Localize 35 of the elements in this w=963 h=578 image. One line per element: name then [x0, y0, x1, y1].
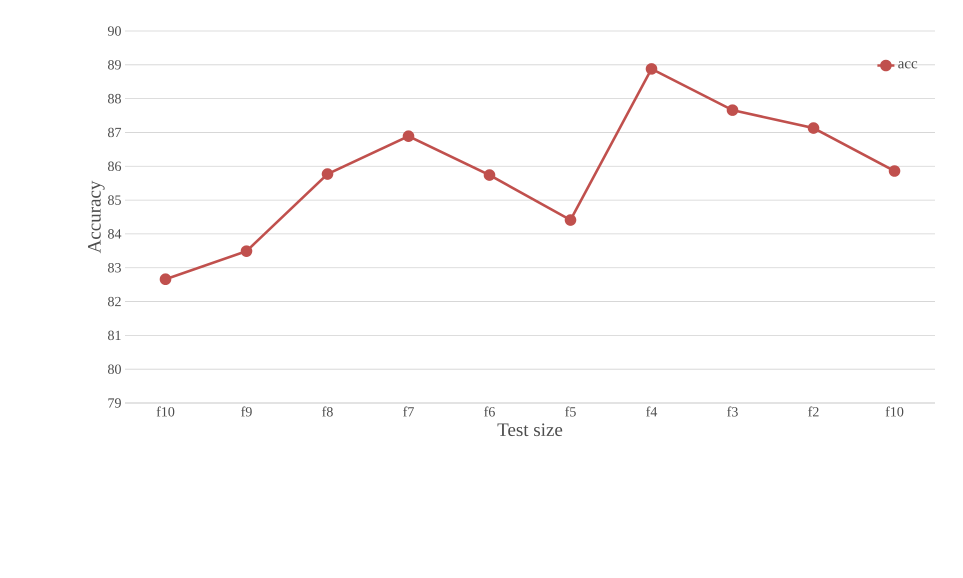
x-tick-label: f7 — [403, 406, 414, 416]
y-tick-label: 81 — [108, 330, 121, 340]
x-tick-label: f6 — [484, 406, 495, 417]
x-tick-label: f2 — [808, 406, 819, 416]
x-tick-label: f5 — [565, 406, 576, 417]
point — [888, 165, 900, 177]
point — [402, 130, 414, 142]
y-tick-label: 79 — [108, 398, 121, 408]
y-tick-label: 85 — [108, 195, 121, 205]
point — [646, 63, 658, 75]
point — [160, 273, 172, 286]
x-tick-label: f3 — [727, 406, 738, 417]
y-tick-label: 83 — [108, 263, 121, 272]
y-tick-label: 84 — [108, 229, 122, 239]
legend-label: acc — [898, 61, 918, 68]
point — [808, 122, 820, 134]
point — [484, 169, 496, 181]
x-tick-label: f8 — [322, 406, 333, 417]
x-tick-label: f10 — [886, 406, 904, 417]
x-tick-label: f9 — [241, 406, 252, 417]
y-tick-label: 89 — [108, 60, 121, 70]
y-tick-label: 90 — [108, 26, 121, 36]
y-tick-label: 86 — [108, 162, 122, 171]
y-tick-label: 88 — [108, 94, 121, 104]
y-axis-title: Accuracy — [88, 180, 105, 254]
y-tick-label: 80 — [108, 364, 121, 374]
point — [240, 245, 252, 257]
x-axis-title: Test size — [498, 423, 562, 436]
point — [726, 104, 738, 116]
y-tick-label: 87 — [108, 128, 122, 138]
point — [322, 168, 334, 180]
x-tick-label: f10 — [156, 406, 174, 417]
point — [564, 214, 576, 226]
x-tick-label: f4 — [646, 406, 658, 416]
y-tick-label: 82 — [108, 296, 121, 306]
